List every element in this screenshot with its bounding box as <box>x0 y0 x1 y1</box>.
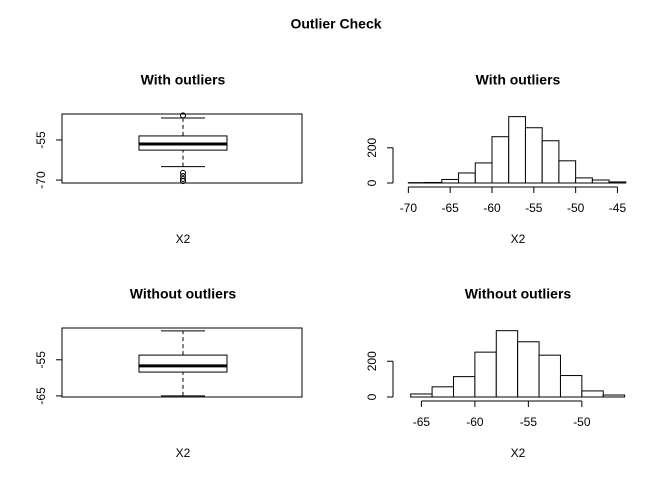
outlier <box>180 178 186 185</box>
x-tick-label: -55 <box>520 415 538 429</box>
y-tick-label: 200 <box>365 137 379 157</box>
bar <box>431 386 454 398</box>
x-tick-label: -55 <box>525 201 543 215</box>
bar <box>524 127 543 184</box>
bar <box>602 394 626 398</box>
panel-title: Without outliers <box>465 286 572 302</box>
y-tick-label: -55 <box>34 351 48 369</box>
bar <box>458 172 476 184</box>
outlier <box>180 175 186 182</box>
x-axis-label: X2 <box>511 446 526 460</box>
bar <box>474 351 497 398</box>
x-tick-label: -65 <box>413 415 431 429</box>
bar <box>474 162 493 184</box>
panel-title: With outliers <box>141 72 226 88</box>
x-axis-label: X2 <box>176 232 191 246</box>
x-tick-label: -70 <box>400 201 418 215</box>
bar <box>575 177 593 184</box>
x-tick-label: -45 <box>609 201 627 215</box>
x-axis-label: X2 <box>176 446 191 460</box>
plot-frame <box>61 327 303 398</box>
bar <box>538 354 561 398</box>
x-axis-label: X2 <box>511 232 526 246</box>
bar <box>591 179 610 184</box>
x-tick-label: -50 <box>573 415 591 429</box>
panel-title: Without outliers <box>130 286 237 302</box>
bar <box>441 178 460 184</box>
y-tick-label: 0 <box>365 393 379 400</box>
y-tick-label: 0 <box>365 179 379 186</box>
bar <box>424 181 443 184</box>
bar <box>508 116 526 184</box>
panel-title: With outliers <box>476 72 561 88</box>
bar <box>559 375 583 398</box>
bar <box>495 330 519 398</box>
y-tick-label: -65 <box>34 387 48 405</box>
bar <box>608 181 627 184</box>
x-tick-label: -50 <box>567 201 585 215</box>
bar <box>517 341 540 398</box>
bar <box>410 393 433 398</box>
bar <box>491 136 510 184</box>
bar <box>558 160 577 184</box>
y-tick-label: -55 <box>34 131 48 149</box>
x-tick-label: -60 <box>466 415 484 429</box>
bar <box>541 140 560 184</box>
x-tick-label: -60 <box>483 201 501 215</box>
y-tick-label: -70 <box>34 171 48 189</box>
outlier <box>180 169 186 176</box>
y-tick-label: 200 <box>365 351 379 371</box>
figure-title: Outlier Check <box>290 16 381 32</box>
bar <box>452 376 476 398</box>
x-tick-label: -65 <box>442 201 460 215</box>
bar <box>581 390 604 398</box>
outlier <box>180 112 186 119</box>
box <box>138 354 228 373</box>
